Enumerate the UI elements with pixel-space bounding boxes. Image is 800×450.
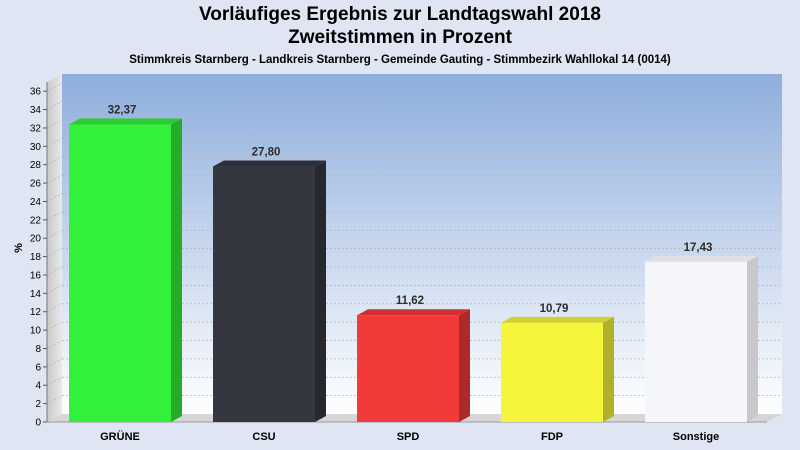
bar-top-spd	[357, 309, 470, 316]
bar-sonstige	[645, 261, 747, 422]
x-tick-label-csu: CSU	[252, 431, 275, 443]
gridline-side	[46, 303, 63, 313]
plot-left-wall	[47, 74, 62, 422]
gridline-side	[46, 82, 63, 92]
gridline-side	[46, 266, 63, 276]
gridline-side	[46, 229, 63, 239]
gridline-side	[46, 137, 63, 147]
bar-top-fdp	[501, 316, 614, 323]
gridline-side	[46, 321, 63, 331]
bar-spd	[357, 315, 459, 422]
y-tick-label: 18	[30, 252, 42, 263]
y-tick-label: 32	[30, 123, 42, 134]
data-label-csu: 27,80	[252, 147, 281, 159]
gridline-side	[46, 248, 63, 257]
chart-title-line1: Vorläufiges Ergebnis zur Landtagswahl 20…	[199, 4, 601, 25]
gridline-side	[46, 193, 63, 202]
bar-side-grüne	[171, 118, 182, 422]
y-tick-label: 12	[30, 307, 42, 318]
y-tick-label: 22	[30, 215, 42, 226]
x-tick-label-spd: SPD	[397, 431, 420, 443]
gridline-side	[46, 119, 63, 129]
y-tick-label: 34	[30, 105, 42, 116]
y-tick-label: 28	[30, 160, 42, 171]
y-axis-label: %	[13, 243, 25, 253]
bar-side-fdp	[603, 316, 614, 422]
y-tick-label: 20	[30, 234, 42, 245]
bar-top-csu	[213, 160, 326, 167]
gridline-side	[46, 358, 63, 368]
y-tick-label: 36	[30, 87, 42, 98]
y-tick-label: 8	[35, 344, 41, 355]
gridline-side	[46, 156, 63, 166]
y-tick-label: 0	[35, 418, 41, 429]
data-label-grüne: 32,37	[108, 105, 137, 117]
data-label-spd: 11,62	[396, 295, 424, 307]
gridline-side	[46, 340, 63, 349]
x-tick-label-sonstige: Sonstige	[673, 431, 719, 443]
y-tick-label: 16	[30, 270, 42, 281]
x-tick-label-fdp: FDP	[541, 431, 563, 443]
bar-top-grüne	[69, 118, 182, 125]
chart-title-line2: Zweitstimmen in Prozent	[288, 27, 512, 48]
bar-side-csu	[315, 160, 326, 423]
bar-grüne	[69, 124, 171, 422]
bar-csu	[213, 166, 315, 422]
bar-side-sonstige	[747, 255, 758, 422]
y-tick-label: 26	[30, 179, 42, 190]
y-tick-label: 14	[30, 289, 42, 300]
data-label-sonstige: 17,43	[684, 242, 713, 254]
gridline-side	[46, 211, 63, 221]
y-tick-label: 30	[30, 142, 42, 153]
y-tick-label: 4	[35, 381, 41, 392]
gridline-side	[46, 376, 63, 386]
bar-top-sonstige	[645, 255, 758, 262]
y-tick-label: 2	[35, 399, 41, 410]
y-tick-label: 24	[30, 197, 42, 208]
y-tick-label: 10	[30, 326, 42, 337]
bar-fdp	[501, 322, 603, 422]
gridline-side	[46, 174, 63, 184]
y-tick-label: 6	[35, 362, 41, 373]
bar-side-spd	[459, 309, 470, 422]
data-label-fdp: 10,79	[540, 303, 569, 315]
gridline-side	[46, 101, 63, 110]
x-tick-label-grüne: GRÜNE	[100, 430, 140, 443]
gridline-side	[46, 284, 63, 294]
gridline-side	[46, 395, 63, 404]
chart-subtitle: Stimmkreis Starnberg - Landkreis Starnbe…	[129, 54, 671, 66]
